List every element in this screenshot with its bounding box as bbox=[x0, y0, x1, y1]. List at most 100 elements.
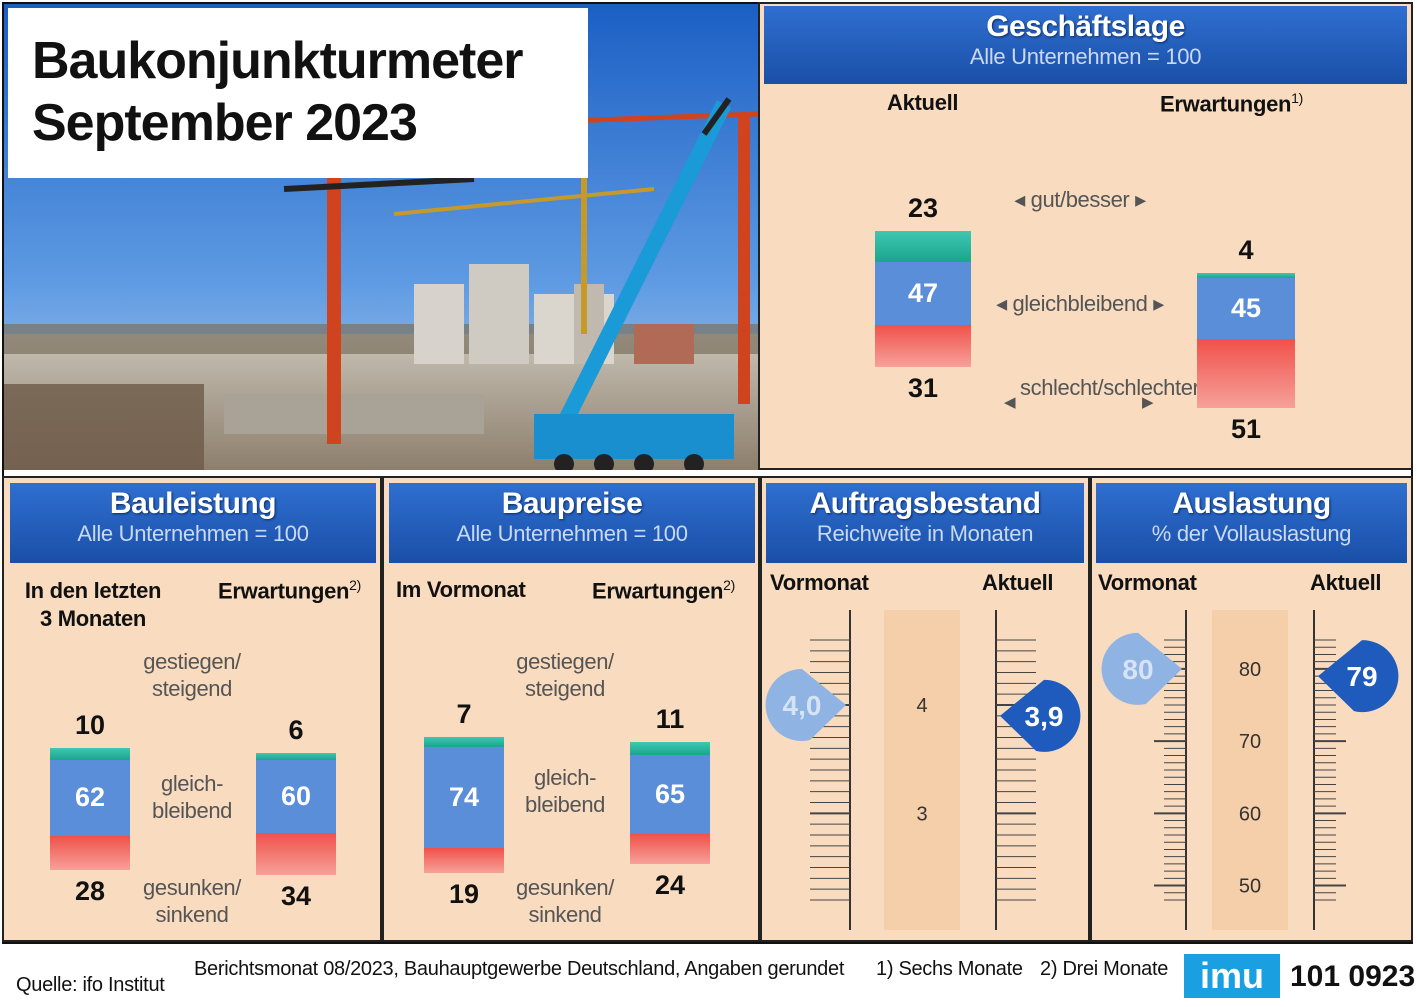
bauleistung-expect-bar-same: 60 bbox=[256, 759, 336, 834]
category-label: Erwartungen2) bbox=[218, 577, 362, 604]
stack-label-down: gesunken/ sinkend bbox=[143, 875, 241, 927]
marker-previous bbox=[765, 668, 846, 741]
panel-subtitle: Alle Unternehmen = 100 bbox=[969, 44, 1202, 69]
gauge-center-band bbox=[1212, 610, 1288, 930]
geschaeftslage-aktuell-bar-same: 47 bbox=[875, 261, 971, 326]
gauge-tick-label: 4 bbox=[916, 695, 927, 717]
baupreise-expect-value-down: 24 bbox=[654, 869, 686, 900]
bauleistung-past-value-up: 10 bbox=[74, 709, 106, 740]
stack-label-same: gleich- bleibend bbox=[152, 771, 232, 823]
panel-subtitle: Alle Unternehmen = 100 bbox=[77, 521, 309, 546]
geschaeftslage-aktuell-stacked-bar: 47 bbox=[875, 230, 971, 368]
panel-title: Auslastung bbox=[1172, 487, 1331, 520]
baupreise-expect-value-up: 11 bbox=[655, 703, 685, 734]
panel-title: Baupreise bbox=[501, 487, 643, 520]
stack-label-bad: schlecht/schlechter bbox=[1020, 375, 1200, 400]
category-label: Aktuell bbox=[887, 90, 959, 115]
baupreise-expect-stacked-bar: 65 bbox=[630, 741, 710, 864]
stack-label-same: ◂ gleichbleibend ▸ bbox=[996, 291, 1164, 316]
bauleistung-past-stacked-bar: 62 bbox=[50, 747, 130, 870]
geschaeftslage-erwartungen-bar-same: 45 bbox=[1197, 277, 1295, 339]
footer: Quelle: ifo Institut Berichtsmonat 08/20… bbox=[2, 942, 1416, 1004]
title-line-2: September 2023 bbox=[32, 94, 418, 152]
gauge-tick-label: 70 bbox=[1239, 731, 1261, 753]
source-text: Quelle: ifo Institut bbox=[16, 974, 165, 996]
marker-current bbox=[1000, 679, 1081, 752]
gauge-tick-label: 50 bbox=[1239, 876, 1261, 898]
marker-previous-label: 80 bbox=[1122, 654, 1153, 685]
imu-logo: imu bbox=[1184, 954, 1280, 998]
stack-label-same: gleich- bleibend bbox=[525, 765, 605, 817]
category-label: Vormonat bbox=[770, 570, 869, 595]
stack-label-up: gestiegen/ steigend bbox=[516, 649, 614, 701]
bauleistung-expect-stacked-bar: 60 bbox=[256, 752, 336, 875]
baupreise-past-value-down: 19 bbox=[448, 879, 480, 910]
category-label: Aktuell bbox=[1310, 570, 1382, 595]
marker-previous bbox=[1101, 632, 1182, 705]
gauge-tick-label: 3 bbox=[916, 803, 927, 825]
category-label: In den letzten 3 Monaten bbox=[24, 578, 162, 631]
panel-subtitle: Reichweite in Monaten bbox=[816, 521, 1034, 546]
bauleistung-past-bar-up bbox=[50, 747, 130, 760]
title-line-1: Baukonjunkturmeter bbox=[32, 32, 524, 90]
panel-title: Auftragsbestand bbox=[809, 487, 1041, 520]
arrow-left-icon: ◀ bbox=[1004, 394, 1016, 411]
marker-current-label: 3,9 bbox=[1025, 701, 1064, 732]
geschaeftslage-aktuell-bar-down bbox=[875, 325, 971, 368]
category-label: Vormonat bbox=[1098, 570, 1197, 595]
geschaeftslage-erwartungen-value-down: 51 bbox=[1230, 413, 1262, 444]
header-geschaeftslage: Geschäftslage Alle Unternehmen = 100 bbox=[764, 6, 1407, 84]
bauleistung-expect-value-down: 34 bbox=[280, 880, 312, 911]
footnote-2: 2) Drei Monate bbox=[1040, 958, 1169, 980]
baupreise-past-bar-same: 74 bbox=[424, 746, 504, 848]
bauleistung-expect-value-up: 6 bbox=[288, 714, 304, 745]
header-bauleistung: Bauleistung Alle Unternehmen = 100 bbox=[10, 483, 376, 563]
panel-title: Geschäftslage bbox=[986, 10, 1185, 43]
marker-current-label: 79 bbox=[1346, 661, 1377, 692]
panel-title: Bauleistung bbox=[109, 487, 277, 520]
footnote-1: 1) Sechs Monate bbox=[876, 958, 1023, 980]
geschaeftslage-aktuell-value-down: 31 bbox=[907, 373, 939, 404]
baupreise-past-bar-up bbox=[424, 737, 504, 747]
bauleistung-past-bar-same: 62 bbox=[50, 759, 130, 836]
bauleistung-expect-bar-down bbox=[256, 833, 336, 875]
gauge-center-band bbox=[884, 610, 960, 930]
gauge-tick-label: 60 bbox=[1239, 803, 1261, 825]
report-info: Berichtsmonat 08/2023, Bauhauptgewerbe D… bbox=[194, 958, 845, 980]
category-label: Erwartungen2) bbox=[592, 577, 736, 604]
geschaeftslage-aktuell-bar-up bbox=[875, 230, 971, 262]
header-baupreise: Baupreise Alle Unternehmen = 100 bbox=[389, 483, 755, 563]
stack-label-good: ◂ gut/besser ▸ bbox=[1014, 187, 1146, 212]
gauge-tick-label: 80 bbox=[1239, 659, 1261, 681]
category-label: Aktuell bbox=[982, 570, 1054, 595]
baupreise-past-value-up: 7 bbox=[456, 699, 472, 730]
category-label: Erwartungen1) bbox=[1160, 90, 1304, 117]
baupreise-expect-bar-same: 65 bbox=[630, 754, 710, 835]
stack-label-up: gestiegen/ steigend bbox=[143, 649, 241, 701]
panel-subtitle: Alle Unternehmen = 100 bbox=[456, 521, 688, 546]
geschaeftslage-erwartungen-stacked-bar: 45 bbox=[1197, 272, 1295, 408]
graphic-code: 101 0923 bbox=[1290, 960, 1416, 993]
bauleistung-past-bar-down bbox=[50, 835, 130, 870]
bauleistung-expect-bar-up bbox=[256, 752, 336, 760]
marker-current bbox=[1318, 640, 1399, 713]
panel-subtitle: % der Vollauslastung bbox=[1151, 521, 1352, 546]
title-box: Baukonjunkturmeter September 2023 bbox=[8, 8, 588, 178]
stack-label-down: gesunken/ sinkend bbox=[516, 875, 614, 927]
geschaeftslage-erwartungen-value-up: 4 bbox=[1238, 234, 1254, 265]
baupreise-past-stacked-bar: 74 bbox=[424, 737, 504, 874]
header-auslastung: Auslastung % der Vollauslastung bbox=[1096, 483, 1407, 563]
marker-previous-label: 4,0 bbox=[783, 690, 822, 721]
geschaeftslage-aktuell-value-up: 23 bbox=[907, 192, 939, 223]
bauleistung-past-value-down: 28 bbox=[74, 875, 106, 906]
baupreise-expect-bar-up bbox=[630, 741, 710, 755]
geschaeftslage-erwartungen-bar-down bbox=[1197, 338, 1295, 408]
category-label: Im Vormonat bbox=[396, 577, 526, 602]
baupreise-expect-bar-down bbox=[630, 834, 710, 864]
header-auftragsbestand: Auftragsbestand Reichweite in Monaten bbox=[766, 483, 1084, 563]
gauge-auftragsbestand: 4 3 4,0 3,9 bbox=[765, 610, 1081, 930]
gauge-auslastung: 80 70 60 50 80 79 bbox=[1101, 610, 1399, 930]
geschaeftslage-erwartungen-bar-up bbox=[1197, 272, 1295, 278]
arrow-right-icon: ▶ bbox=[1142, 394, 1154, 411]
baupreise-past-bar-down bbox=[424, 847, 504, 874]
